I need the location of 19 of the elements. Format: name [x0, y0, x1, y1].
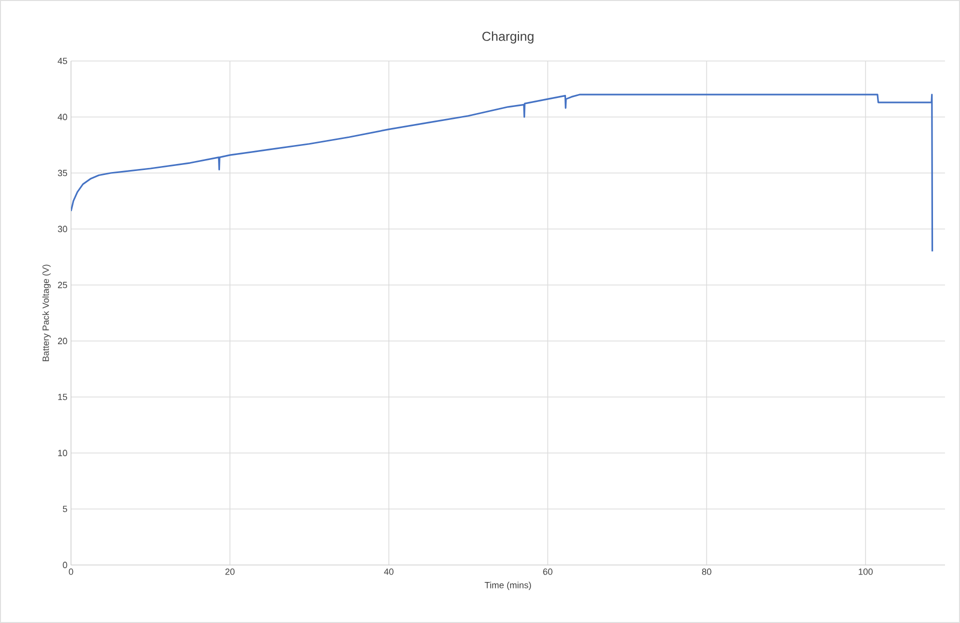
- x-tick-label: 0: [68, 568, 74, 575]
- y-tick-label: 45: [58, 58, 68, 64]
- y-tick-label: 25: [58, 282, 68, 288]
- x-tick-label: 40: [384, 568, 394, 575]
- x-tick-label: 20: [225, 568, 235, 575]
- y-tick-label: 10: [58, 450, 68, 456]
- y-tick-label: 0: [62, 562, 68, 568]
- x-tick-label: 80: [702, 568, 712, 575]
- y-tick-label: 15: [58, 394, 68, 400]
- y-tick-label: 35: [58, 170, 68, 176]
- y-tick-label: 30: [58, 226, 68, 232]
- y-tick-label: 5: [62, 506, 68, 512]
- y-tick-label: 40: [58, 114, 68, 120]
- y-tick-label: 20: [58, 338, 68, 344]
- x-axis-title: Time (mins): [484, 582, 531, 590]
- x-tick-label: 100: [858, 568, 873, 575]
- x-tick-label: 60: [543, 568, 552, 575]
- y-axis-title: Battery Pack Voltage (V): [42, 264, 51, 362]
- chart-title: Charging: [482, 31, 534, 44]
